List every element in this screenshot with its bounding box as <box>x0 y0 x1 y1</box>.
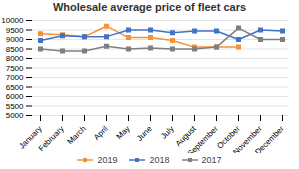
svg-text:April: April <box>92 124 110 142</box>
svg-text:August: August <box>173 124 198 149</box>
svg-text:October: October <box>215 124 242 151</box>
svg-text:5000: 5000 <box>6 111 24 120</box>
svg-text:8000: 8000 <box>6 54 24 63</box>
svg-text:February: February <box>37 124 66 153</box>
svg-text:6500: 6500 <box>6 83 24 92</box>
svg-text:8500: 8500 <box>6 45 24 54</box>
svg-text:7500: 7500 <box>6 64 24 73</box>
html-text:2019: 2019 <box>97 155 118 165</box>
svg-text:May: May <box>115 124 132 141</box>
svg-text:March: March <box>66 124 88 146</box>
svg-text:December: December <box>253 124 286 153</box>
svg-text:January: January <box>17 124 44 151</box>
html-text:2017: 2017 <box>201 155 222 165</box>
svg-text:September: September <box>186 124 220 153</box>
svg-text:6000: 6000 <box>6 92 24 101</box>
html-text:Wholesale average price of fle: Wholesale average price of fleet cars <box>52 1 247 13</box>
svg-text:9500: 9500 <box>6 26 24 35</box>
svg-text:9000: 9000 <box>6 35 24 44</box>
svg-text:5500: 5500 <box>6 102 24 111</box>
svg-text:June: June <box>135 124 154 143</box>
svg-text:July: July <box>159 124 175 140</box>
svg-text:10000: 10000 <box>1 16 24 25</box>
svg-text:7000: 7000 <box>6 73 24 82</box>
html-text:2018: 2018 <box>149 155 170 165</box>
